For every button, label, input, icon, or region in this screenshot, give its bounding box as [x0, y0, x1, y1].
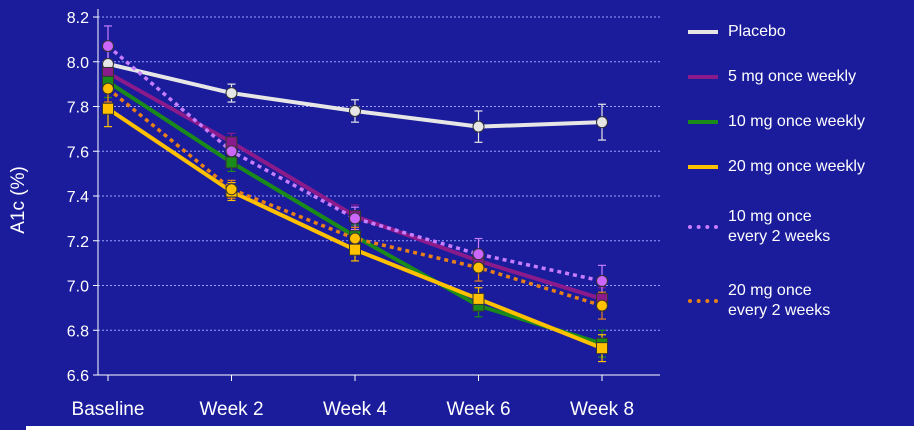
legend-swatch: [688, 299, 718, 303]
data-point: [225, 87, 238, 100]
x-tick-label: Week 4: [323, 399, 388, 420]
data-point: [596, 116, 608, 129]
y-axis-label: A1c (%): [8, 166, 29, 234]
data-point: [349, 104, 361, 117]
series-lines: [106, 44, 603, 351]
y-tick-label: 8.2: [67, 10, 89, 27]
data-point: [102, 40, 114, 53]
data-point: [472, 248, 485, 261]
data-point: [225, 145, 238, 158]
y-tick-label: 6.6: [67, 368, 89, 385]
legend-swatch: [688, 75, 718, 79]
legend-swatch: [688, 120, 718, 124]
data-point: [349, 243, 361, 256]
legend-item: 5 mg once weekly: [688, 67, 856, 87]
data-point: [102, 102, 114, 115]
legend-label: Placebo: [728, 23, 786, 40]
y-tick-label: 8.0: [67, 55, 89, 72]
data-point: [472, 261, 485, 274]
chart: 6.6 6.8 7.0 7.2 7.4 7.6 7.8 8.0 8.2 Baseline Week…: [8, 9, 660, 420]
series-line: [106, 44, 603, 283]
y-tick-label: 7.8: [67, 100, 89, 117]
x-tick-labels: Baseline Week 2 Week 4 Week 6 Week 8: [72, 399, 634, 420]
legend-label: 5 mg once weekly: [728, 68, 857, 85]
legend-item: Placebo: [688, 22, 786, 42]
legend-item: 10 mg once every 2 weeks: [688, 207, 830, 247]
y-tick-label: 7.6: [67, 144, 89, 161]
data-point: [472, 292, 485, 305]
y-tick-label: 7.0: [67, 279, 89, 296]
legend-label: 10 mg once weekly: [728, 113, 865, 130]
legend-swatch: [688, 165, 718, 169]
series-line: [106, 87, 603, 308]
x-tick-label: Week 2: [199, 399, 263, 420]
legend-item: 20 mg once every 2 weeks: [688, 281, 830, 321]
y-tick-label: 7.4: [67, 189, 89, 206]
data-point: [225, 156, 238, 169]
y-tick-label: 7.2: [67, 234, 89, 251]
legend-item: 10 mg once weekly: [688, 112, 865, 132]
y-tick-labels: 6.6 6.8 7.0 7.2 7.4 7.6 7.8 8.0 8.2: [67, 10, 89, 385]
legend-label: 20 mg once weekly: [728, 158, 865, 175]
data-point: [349, 212, 361, 225]
legend-label: 20 mg once every 2 weeks: [728, 282, 831, 319]
axes: [93, 9, 660, 381]
data-point: [349, 232, 361, 245]
data-point: [472, 120, 485, 133]
bottom-rule: [26, 426, 914, 430]
data-point: [225, 183, 238, 196]
x-tick-label: Week 6: [446, 399, 510, 420]
x-tick-label: Week 8: [570, 399, 634, 420]
data-point: [596, 299, 608, 312]
legend-label: 10 mg once every 2 weeks: [728, 208, 831, 245]
x-tick-label: Baseline: [72, 399, 145, 420]
grid-lines: [98, 16, 660, 331]
data-point: [102, 82, 114, 95]
y-tick-label: 6.8: [67, 323, 89, 340]
data-point: [596, 342, 608, 355]
legend: Placebo 5 mg once weekly 10 mg once weekly…: [688, 0, 914, 430]
legend-swatch: [688, 30, 718, 34]
series-markers: [102, 40, 608, 355]
error-bars: [104, 25, 606, 363]
legend-swatch: [688, 225, 718, 229]
legend-item: 20 mg once weekly: [688, 157, 865, 177]
data-point: [596, 275, 608, 288]
